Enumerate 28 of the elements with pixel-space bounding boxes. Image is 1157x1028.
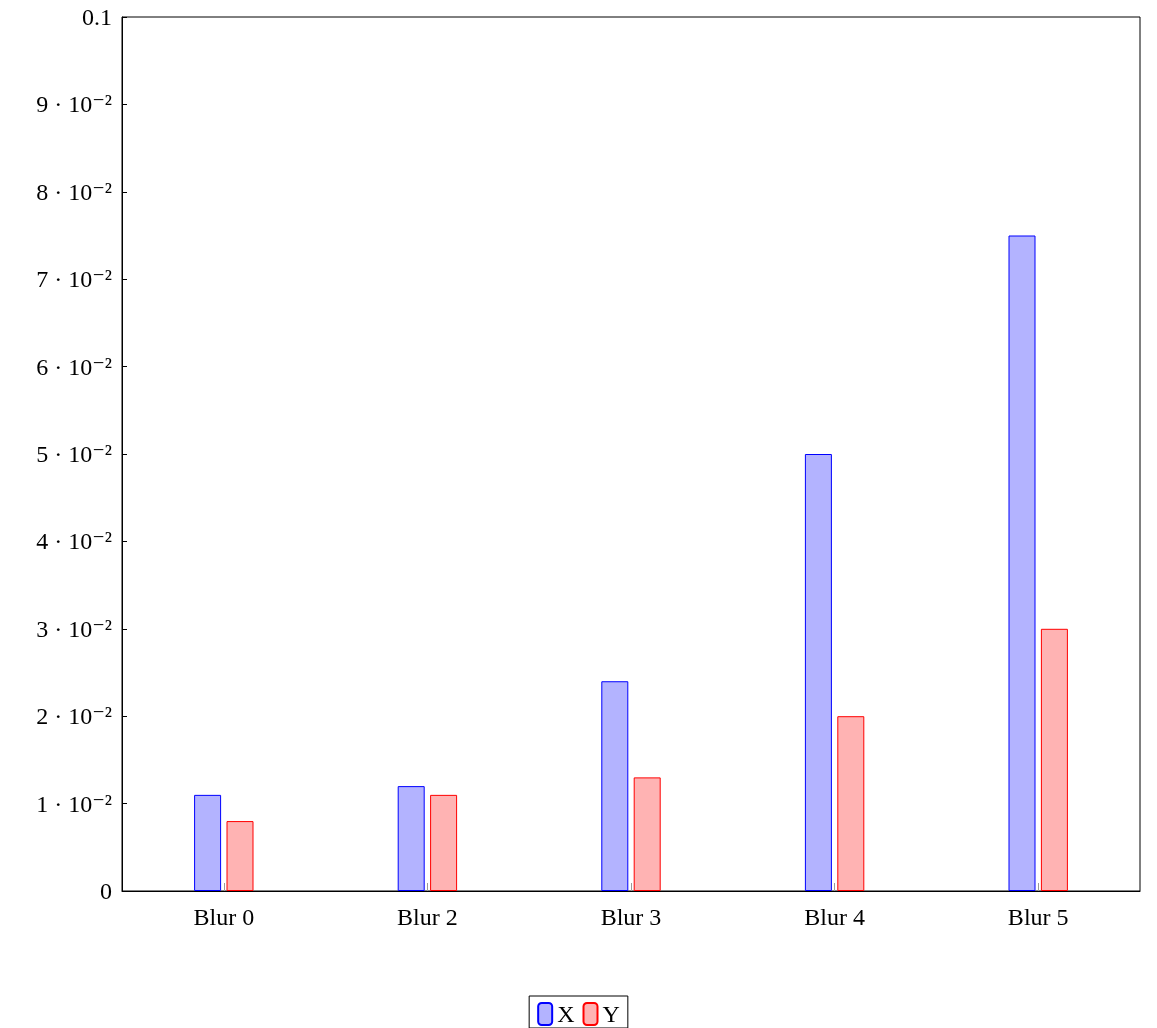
bar xyxy=(1008,235,1036,891)
bar xyxy=(601,681,629,891)
bar xyxy=(804,454,832,891)
y-tick-label: 9 · 10⁻² xyxy=(36,91,112,118)
y-tick-label: 0 xyxy=(100,878,112,904)
y-tick-label: 3 · 10⁻² xyxy=(36,615,112,642)
bar xyxy=(226,821,254,891)
bar xyxy=(194,794,222,891)
bar xyxy=(837,716,865,891)
bar xyxy=(633,777,661,891)
y-tick-label: 2 · 10⁻² xyxy=(36,703,112,730)
y-tick-label: 5 · 10⁻² xyxy=(36,441,112,467)
y-tick-label: 6 · 10⁻² xyxy=(36,353,112,380)
x-tick-label: Blur 3 xyxy=(600,904,662,930)
y-tick-label: 4 · 10⁻² xyxy=(36,528,112,555)
y-tick-label: 8 · 10⁻² xyxy=(36,178,112,205)
bar xyxy=(397,786,425,891)
y-tick-label: 0.1 xyxy=(82,4,112,30)
bar xyxy=(1040,628,1068,891)
bar xyxy=(430,794,458,891)
legend-label: X xyxy=(557,1001,575,1027)
x-tick-label: Blur 2 xyxy=(397,904,458,930)
y-tick-label: 7 · 10⁻² xyxy=(36,266,112,293)
x-tick-label: Blur 0 xyxy=(193,904,255,930)
legend-label: Y xyxy=(602,1001,620,1027)
x-tick-label: Blur 5 xyxy=(1007,904,1069,930)
y-tick-label: 1 · 10⁻² xyxy=(36,790,112,817)
x-tick-label: Blur 4 xyxy=(804,904,865,930)
